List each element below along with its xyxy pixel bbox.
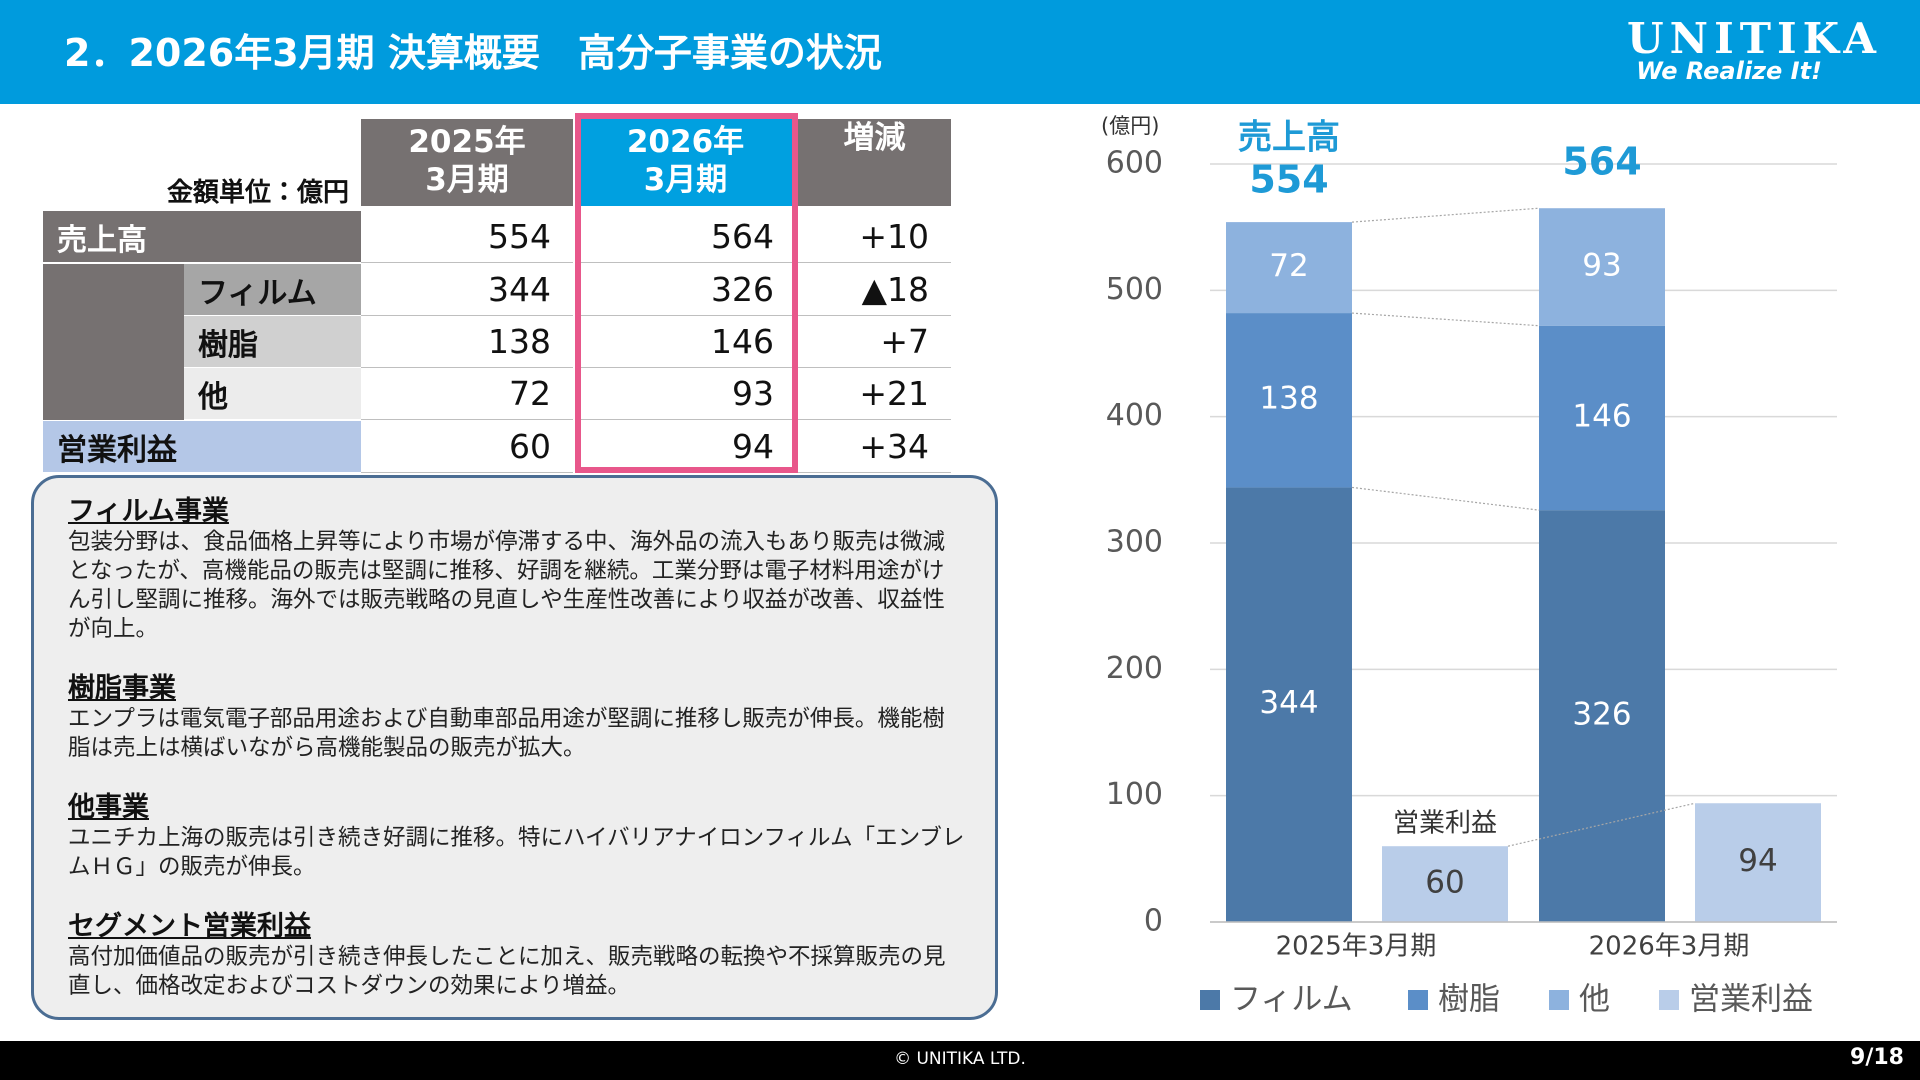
- value-label: 344: [1259, 685, 1318, 721]
- tagline: We Realize It!: [1636, 57, 1822, 85]
- logo: UNITIKA: [1627, 14, 1882, 63]
- y-tick-label: 600: [1106, 146, 1163, 181]
- bar-segment: [1226, 487, 1352, 922]
- copyright: © UNITIKA LTD.: [894, 1049, 1026, 1069]
- y-tick-label: 200: [1106, 651, 1163, 686]
- legend-label: 営業利益: [1689, 982, 1813, 1018]
- column-header-line: 2025年: [408, 124, 526, 160]
- value-label: 146: [1572, 398, 1631, 434]
- column-header: 増減: [798, 119, 951, 206]
- value-cell: 326: [575, 264, 796, 316]
- value-cell: 344: [361, 264, 573, 316]
- bar-segment: [1539, 208, 1665, 326]
- value-cell: 138: [361, 316, 573, 368]
- y-tick-label: 0: [1144, 904, 1163, 939]
- footer-bar: [0, 1041, 1920, 1080]
- highlight-frame: [575, 113, 798, 473]
- y-tick-label: 500: [1106, 272, 1163, 307]
- row-label: フィルム: [184, 264, 361, 316]
- value-label: 138: [1259, 381, 1318, 417]
- row-label: 他: [184, 368, 361, 420]
- notes-box: フィルム事業 包装分野は、食品価格上昇等により市場が停滞する中、海外品の流入もあり…: [31, 475, 998, 1020]
- column-header: 2025年 3月期: [361, 119, 573, 206]
- label-group: [43, 264, 184, 420]
- value-label: 93: [1582, 247, 1621, 283]
- note-body: エンプラは電気電子部品用途および自動車部品用途が堅調に推移し販売が伸長。機能樹脂…: [68, 706, 945, 761]
- header-bar: [0, 0, 1920, 104]
- legend-swatch: [1200, 990, 1220, 1010]
- value-label: 60: [1425, 865, 1464, 901]
- unit-label: (億円): [1101, 114, 1159, 138]
- note-heading: フィルム事業: [68, 496, 229, 527]
- change-cell: +10: [798, 211, 951, 263]
- value-cell: 564: [575, 211, 796, 263]
- total-title: 売上高: [1238, 118, 1340, 158]
- y-tick-label: 400: [1106, 398, 1163, 433]
- slide-title: 2．2026年3月期 決算概要 高分子事業の状況: [64, 31, 882, 75]
- column-header-line: 3月期: [643, 162, 728, 198]
- y-tick-label: 100: [1106, 777, 1163, 812]
- change-cell: ▲18: [798, 264, 951, 316]
- column-header-line: 3月期: [425, 162, 509, 198]
- total-label: 564: [1562, 140, 1641, 184]
- note-heading: 樹脂事業: [68, 673, 176, 704]
- value-cell: 60: [361, 421, 573, 473]
- value-label: 326: [1572, 697, 1631, 733]
- value-label: 72: [1269, 248, 1308, 284]
- x-tick-label: 2025年3月期: [1276, 932, 1437, 962]
- bar-segment: [1539, 325, 1665, 511]
- total-label: 554: [1249, 158, 1328, 202]
- legend-swatch: [1659, 990, 1679, 1010]
- row-label: 営業利益: [43, 421, 361, 473]
- value-cell: 93: [575, 368, 796, 420]
- value-cell: 72: [361, 368, 573, 420]
- page-number: 9/18: [1850, 1045, 1904, 1070]
- connector-line: [1351, 312, 1540, 327]
- change-cell: +21: [798, 368, 951, 420]
- value-label: 94: [1738, 843, 1777, 879]
- legend-label: 樹脂: [1438, 982, 1500, 1018]
- unit-label: 金額単位：億円: [166, 178, 349, 208]
- note-body: ユニチカ上海の販売は引き続き好調に推移。特にハイバリアナイロンフィルム「エンブレ…: [68, 825, 965, 880]
- value-cell: 554: [361, 211, 573, 263]
- note-body: 包装分野は、食品価格上昇等により市場が停滞する中、海外品の流入もあり販売は微減と…: [68, 529, 946, 642]
- row-label: 売上高: [43, 211, 361, 263]
- bar-segment: [1539, 510, 1665, 922]
- legend-label: フィルム: [1230, 982, 1353, 1018]
- note-heading: セグメント営業利益: [68, 911, 311, 942]
- bar-segment: [1226, 313, 1352, 488]
- value-cell: 146: [575, 316, 796, 368]
- bar-segment: [1695, 803, 1821, 922]
- change-cell: +34: [798, 421, 951, 473]
- y-tick-label: 300: [1106, 525, 1163, 560]
- legend-label: 他: [1579, 982, 1610, 1018]
- connector-line: [1351, 486, 1540, 511]
- column-header: 2026年 3月期: [575, 119, 796, 206]
- row-label: 樹脂: [184, 316, 361, 368]
- x-tick-label: 2026年3月期: [1589, 932, 1750, 962]
- column-header-line: 増減: [843, 120, 906, 156]
- note-body: 高付加価値品の販売が引き続き伸長したことに加え、販売戦略の転換や不採算販売の見直…: [68, 944, 946, 999]
- column-header-line: 2026年: [626, 124, 745, 160]
- change-cell: +7: [798, 316, 951, 368]
- bar-segment: [1226, 222, 1352, 314]
- annotation: 営業利益: [1393, 809, 1497, 839]
- legend-swatch: [1408, 990, 1428, 1010]
- bar-segment: [1382, 846, 1508, 922]
- legend-swatch: [1549, 990, 1569, 1010]
- note-heading: 他事業: [68, 792, 149, 823]
- connector-line: [1351, 207, 1540, 223]
- chart: 0 100 200 300 400 500 600 (億円) 344 138 72 60 2025年3月…: [1101, 114, 1837, 1018]
